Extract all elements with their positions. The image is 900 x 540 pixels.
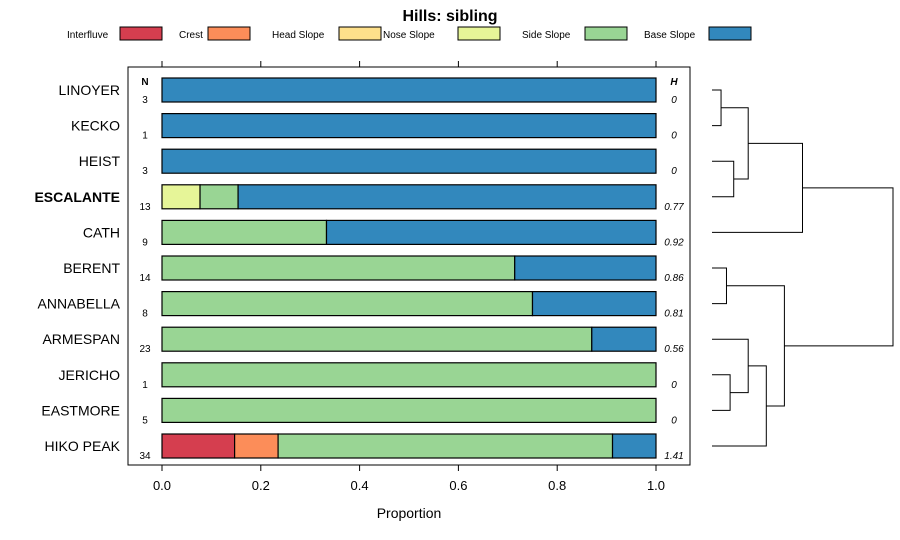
legend-swatch-side-slope xyxy=(584,26,628,41)
legend-label-interfluve: Interfluve xyxy=(67,30,109,41)
row-label-berent: BERENT xyxy=(63,260,120,276)
bar-segment-heist-base-slope xyxy=(161,148,657,174)
row-label-eastmore: EASTMORE xyxy=(41,402,120,418)
row-h-cath: 0.92 xyxy=(664,237,684,248)
row-h-annabella: 0.81 xyxy=(664,309,683,320)
bar-segment-escalante-nose-slope xyxy=(161,184,201,210)
bar-segment-annabella-base-slope xyxy=(531,291,657,317)
row-h-eastmore: 0 xyxy=(671,415,677,426)
bar-segment-linoyer-base-slope xyxy=(161,77,657,103)
row-n-cath: 9 xyxy=(142,237,148,248)
x-axis-label: Proportion xyxy=(377,505,442,521)
chart-title: Hills: sibling xyxy=(402,8,497,25)
bar-segment-kecko-base-slope xyxy=(161,112,657,139)
row-label-heist: HEIST xyxy=(79,153,121,169)
dendrogram xyxy=(712,89,894,447)
row-h-linoyer: 0 xyxy=(671,95,677,106)
row-n-berent: 14 xyxy=(139,273,151,284)
row-h-escalante: 0.77 xyxy=(664,202,684,213)
bar-segment-cath-base-slope xyxy=(325,219,657,245)
row-h-heist: 0 xyxy=(671,166,677,177)
bar-segment-annabella-side-slope xyxy=(161,291,534,317)
row-n-hiko-peak: 34 xyxy=(139,451,151,462)
legend-swatch-crest xyxy=(207,26,251,41)
bar-segment-berent-base-slope xyxy=(514,255,657,281)
plot-frame xyxy=(127,66,691,466)
row-n-escalante: 13 xyxy=(139,202,151,213)
bar-segment-berent-side-slope xyxy=(161,255,516,281)
legend-swatch-interfluve xyxy=(119,26,163,41)
legend: Interfluve Crest Head Slope Nose Slope Side … xyxy=(67,26,752,41)
dendrogram-link-1 xyxy=(712,160,735,198)
dendrogram-link-3 xyxy=(712,142,803,233)
row-n-kecko: 1 xyxy=(142,131,148,142)
x-axis: 0.0 0.2 0.4 0.6 0.8 1.0 xyxy=(153,61,665,493)
row-n-armespan: 23 xyxy=(139,344,151,355)
bar-segment-cath-side-slope xyxy=(161,219,328,245)
legend-swatch-nose-slope xyxy=(457,26,501,41)
row-n-heist: 3 xyxy=(142,166,148,177)
dendrogram-link-7 xyxy=(712,365,767,447)
bar-segment-hiko-peak-crest xyxy=(234,433,279,459)
bar-segment-eastmore-side-slope xyxy=(161,397,657,423)
row-h-kecko: 0 xyxy=(671,131,677,142)
bar-segment-hiko-peak-base-slope xyxy=(611,433,657,459)
row-h-berent: 0.86 xyxy=(664,273,684,284)
row-label-kecko: KECKO xyxy=(71,118,120,134)
dendrogram-link-4 xyxy=(712,267,727,305)
x-tick-label-5: 1.0 xyxy=(647,478,665,493)
row-n-linoyer: 3 xyxy=(142,95,148,106)
row-n-annabella: 8 xyxy=(142,309,148,320)
bar-segment-escalante-base-slope xyxy=(237,184,657,210)
legend-label-crest: Crest xyxy=(179,30,203,41)
legend-label-head-slope: Head Slope xyxy=(272,30,325,41)
row-h-hiko-peak: 1.41 xyxy=(664,451,683,462)
x-tick-label-4: 0.8 xyxy=(548,478,566,493)
x-tick-label-2: 0.4 xyxy=(351,478,369,493)
row-label-cath: CATH xyxy=(83,224,120,240)
bar-segment-armespan-side-slope xyxy=(161,326,593,352)
bar-segment-armespan-base-slope xyxy=(591,326,657,352)
legend-label-base-slope: Base Slope xyxy=(644,30,696,41)
row-label-jericho: JERICHO xyxy=(59,367,121,383)
row-n-jericho: 1 xyxy=(142,380,148,391)
bar-rows: LINOYER 3 0 KECKO 1 0 HEIST 3 0 ESCALANTE 13 0.77 CA… xyxy=(34,77,684,462)
bar-segment-jericho-side-slope xyxy=(161,362,657,388)
row-label-hiko-peak: HIKO PEAK xyxy=(45,438,121,454)
legend-label-nose-slope: Nose Slope xyxy=(383,30,435,41)
dendrogram-link-8 xyxy=(726,285,785,407)
row-label-armespan: ARMESPAN xyxy=(42,331,120,347)
h-header: H xyxy=(670,77,678,88)
row-h-jericho: 0 xyxy=(671,380,677,391)
dendrogram-link-9 xyxy=(784,187,894,347)
dendrogram-link-0 xyxy=(712,89,722,127)
row-n-eastmore: 5 xyxy=(142,415,148,426)
legend-label-side-slope: Side Slope xyxy=(522,30,571,41)
legend-swatch-base-slope xyxy=(708,26,752,41)
x-tick-label-1: 0.2 xyxy=(252,478,270,493)
row-label-linoyer: LINOYER xyxy=(59,82,120,98)
dendrogram-link-5 xyxy=(712,374,731,411)
row-label-escalante: ESCALANTE xyxy=(34,189,120,205)
legend-swatch-head-slope xyxy=(338,26,382,41)
row-h-armespan: 0.56 xyxy=(664,344,684,355)
bar-segment-hiko-peak-side-slope xyxy=(277,433,614,459)
bar-segment-escalante-side-slope xyxy=(199,184,239,210)
row-label-annabella: ANNABELLA xyxy=(38,296,121,312)
n-header: N xyxy=(141,77,148,88)
bar-segment-hiko-peak-interfluve xyxy=(161,433,236,459)
x-tick-label-3: 0.6 xyxy=(449,478,467,493)
dendrogram-link-2 xyxy=(721,107,749,180)
x-tick-label-0: 0.0 xyxy=(153,478,171,493)
